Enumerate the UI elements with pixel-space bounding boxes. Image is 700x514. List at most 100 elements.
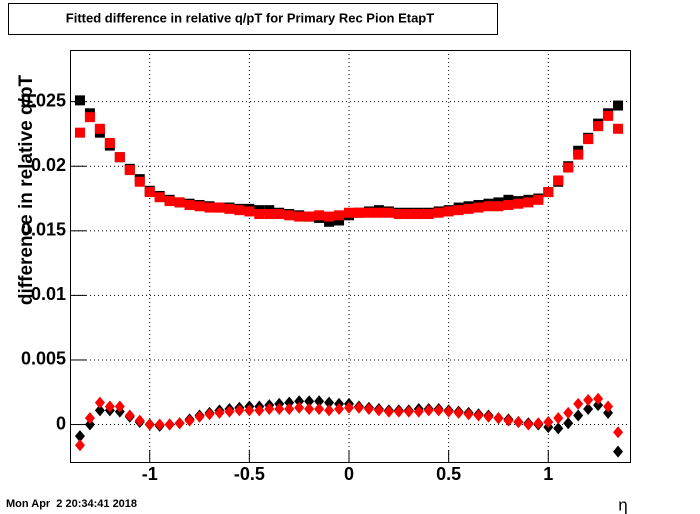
x-tick-label: -1 [142,464,158,484]
data-point [363,207,374,218]
data-point [74,127,85,138]
data-point [573,409,584,422]
data-point [483,410,494,423]
y-tick-label: 0 [56,413,66,433]
data-point [563,406,574,419]
data-point [324,216,335,227]
data-point [503,199,514,210]
data-point [443,405,454,418]
data-point [553,422,564,435]
data-point [363,403,374,416]
data-point [174,417,185,430]
data-point [613,445,624,458]
x-axis-label: η [618,495,627,514]
data-point [164,196,175,207]
y-tick-label: 0.01 [31,284,66,304]
data-point [94,404,105,417]
data-point [493,201,504,212]
data-point [194,410,205,423]
data-point [324,211,335,222]
data-point [463,203,474,214]
chart-title: Fitted difference in relative q/pT for P… [66,10,434,25]
data-point [74,430,85,443]
data-point [334,215,345,226]
data-point [563,162,574,173]
data-point [463,408,474,421]
data-point [324,396,335,409]
data-point [254,209,265,220]
footer-date: Mon Apr 2 20:34:41 2018 [6,498,137,510]
data-point [603,400,614,413]
data-point [344,401,355,414]
data-point [533,417,544,430]
data-point [593,392,604,405]
data-point [533,194,544,205]
data-point [134,414,145,427]
data-point [334,210,345,221]
data-point [144,187,155,198]
data-point [543,415,554,428]
data-point [553,175,564,186]
data-point [84,112,95,123]
y-tick-label: 0.02 [31,155,66,175]
data-point [294,395,305,408]
data-point [324,404,335,417]
data-point [593,121,604,132]
data-point [353,401,364,414]
data-point [503,194,514,205]
data-point [224,203,235,214]
data-point [274,403,285,416]
data-point [443,206,454,217]
data-point [413,209,424,220]
data-point [573,397,584,410]
data-point [513,415,524,428]
data-point [294,401,305,414]
data-point [583,403,594,416]
data-point [453,406,464,419]
data-point [603,110,614,121]
data-point [204,408,215,421]
data-point [334,403,345,416]
data-point [124,409,135,422]
plot-frame [70,50,631,463]
data-point [543,187,554,198]
data-point [254,404,265,417]
data-point [493,412,504,425]
data-point [593,399,604,412]
data-point [294,211,305,222]
data-point [154,192,165,203]
data-point [234,205,245,216]
data-point [184,199,195,210]
data-point [513,198,524,209]
y-tick-label: 0.015 [21,220,66,240]
data-point [174,197,185,208]
data-point [613,426,624,439]
data-point [194,201,205,212]
data-point [314,395,325,408]
data-point [214,202,225,213]
data-point [403,209,414,220]
data-point [264,209,275,220]
data-point [224,405,235,418]
data-point [264,403,275,416]
data-point [104,400,115,413]
data-point [383,207,394,218]
data-point [583,134,594,145]
data-point [433,404,444,417]
data-point [74,95,85,106]
data-point [84,412,95,425]
data-point [413,405,424,418]
data-point [284,210,295,221]
data-point [304,395,315,408]
data-point [114,152,125,163]
data-point [603,406,614,419]
data-point [314,210,325,221]
data-point [164,418,175,431]
data-point [503,414,514,427]
data-point [473,202,484,213]
x-tick-label: 0 [344,464,354,484]
data-point [104,137,115,148]
data-point [134,176,145,187]
